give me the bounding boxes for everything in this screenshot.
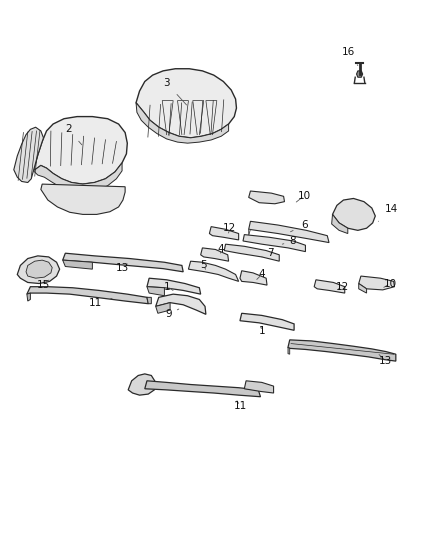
Text: 9: 9	[166, 309, 179, 319]
Text: 8: 8	[283, 236, 296, 246]
Polygon shape	[314, 280, 345, 293]
Polygon shape	[63, 253, 183, 272]
Polygon shape	[41, 184, 125, 214]
Text: 12: 12	[223, 223, 237, 233]
Polygon shape	[224, 244, 279, 261]
Polygon shape	[26, 260, 52, 278]
Polygon shape	[249, 229, 251, 236]
Text: 16: 16	[342, 47, 358, 66]
Text: 5: 5	[201, 261, 207, 270]
Text: 13: 13	[379, 354, 392, 366]
Text: 13: 13	[116, 263, 129, 272]
Polygon shape	[155, 303, 170, 313]
Polygon shape	[17, 256, 60, 284]
Text: 7: 7	[262, 248, 274, 258]
Text: 1: 1	[258, 326, 265, 336]
Polygon shape	[201, 248, 229, 261]
Text: 10: 10	[296, 191, 311, 202]
Text: 14: 14	[378, 204, 398, 221]
Text: 4: 4	[257, 270, 265, 279]
Polygon shape	[136, 103, 229, 143]
Polygon shape	[240, 313, 294, 330]
Polygon shape	[243, 235, 305, 252]
Polygon shape	[332, 198, 375, 230]
Text: 6: 6	[290, 220, 307, 232]
Polygon shape	[244, 381, 274, 393]
Polygon shape	[128, 374, 155, 395]
Polygon shape	[249, 221, 329, 243]
Text: 4: 4	[218, 245, 225, 254]
Polygon shape	[14, 127, 43, 182]
Polygon shape	[288, 340, 396, 361]
Polygon shape	[359, 284, 367, 293]
Text: 11: 11	[89, 297, 112, 308]
Polygon shape	[249, 191, 285, 204]
Polygon shape	[359, 276, 395, 290]
Polygon shape	[63, 260, 92, 269]
Text: 12: 12	[336, 282, 349, 292]
Polygon shape	[33, 117, 127, 184]
Polygon shape	[209, 227, 239, 240]
Polygon shape	[145, 381, 261, 397]
Text: 11: 11	[233, 401, 247, 411]
Polygon shape	[27, 287, 148, 304]
Polygon shape	[27, 293, 30, 301]
Text: 1: 1	[164, 282, 173, 292]
Polygon shape	[147, 287, 164, 296]
Polygon shape	[136, 69, 237, 138]
Polygon shape	[33, 163, 122, 193]
Polygon shape	[288, 348, 290, 354]
Polygon shape	[332, 214, 348, 233]
Polygon shape	[240, 271, 267, 285]
Polygon shape	[188, 261, 239, 281]
Text: 2: 2	[65, 124, 82, 145]
Text: 15: 15	[37, 280, 50, 290]
Polygon shape	[147, 278, 201, 294]
Text: 3: 3	[163, 78, 187, 105]
Text: 10: 10	[384, 279, 397, 288]
Polygon shape	[147, 297, 151, 304]
Polygon shape	[357, 71, 363, 77]
Polygon shape	[155, 294, 206, 314]
